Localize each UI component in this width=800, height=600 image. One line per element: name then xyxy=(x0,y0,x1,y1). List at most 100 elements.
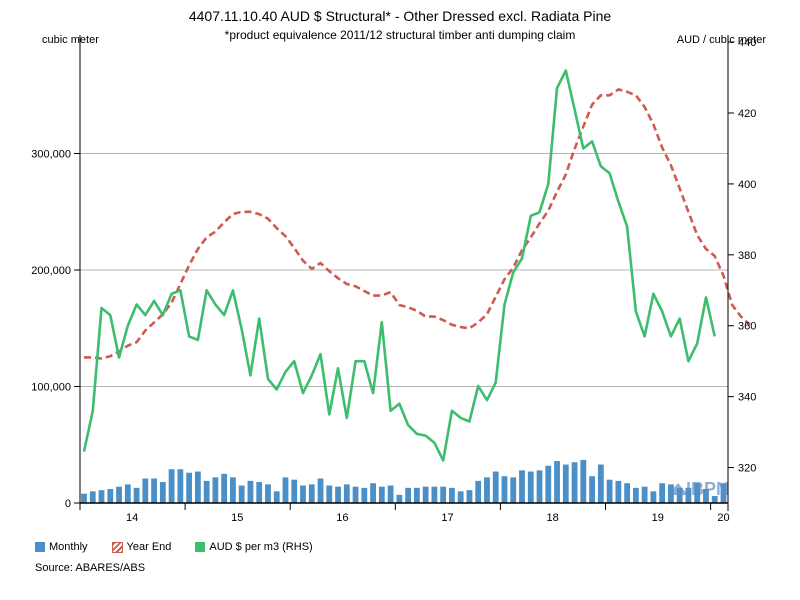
y-tick-label-left: 300,000 xyxy=(31,149,71,161)
year-end-line xyxy=(84,88,751,360)
monthly-bar xyxy=(554,461,560,503)
monthly-bar xyxy=(492,471,499,503)
legend-item-aud[interactable]: AUD $ per m3 (RHS) xyxy=(195,541,313,553)
monthly-bar xyxy=(457,491,464,503)
y-tick-label-right: 440 xyxy=(738,37,756,49)
monthly-bar xyxy=(536,470,543,503)
x-tick-label: 16 xyxy=(336,512,348,524)
monthly-bar xyxy=(387,485,394,503)
monthly-bar xyxy=(116,486,122,503)
x-tick-label: 20 xyxy=(717,512,729,524)
y-axis-label-right: AUD / cubic meter xyxy=(677,34,767,46)
monthly-bar xyxy=(580,459,587,503)
monthly-bar xyxy=(343,484,350,503)
series-lines xyxy=(82,69,751,462)
monthly-bar xyxy=(396,494,403,503)
monthly-bar xyxy=(641,486,648,503)
monthly-bar xyxy=(413,487,420,503)
legend-label-aud: AUD $ per m3 (RHS) xyxy=(209,541,313,553)
monthly-bar xyxy=(606,479,613,503)
monthly-bar xyxy=(151,478,157,503)
monthly-bar xyxy=(291,479,298,503)
monthly-bar xyxy=(703,489,709,503)
monthly-bar xyxy=(186,472,193,503)
monthly-bar xyxy=(335,486,341,503)
y-tick-label-right: 340 xyxy=(738,392,756,404)
y-tick-label-right: 400 xyxy=(738,179,756,191)
monthly-bar xyxy=(484,477,490,503)
monthly-bar xyxy=(562,464,569,503)
monthly-bar xyxy=(177,469,184,503)
watermark-text: IBPN xyxy=(686,479,729,499)
monthly-bar xyxy=(589,476,595,503)
monthly-bar xyxy=(300,485,306,503)
monthly-bar xyxy=(405,487,412,503)
monthly-bar xyxy=(159,482,166,503)
monthly-bar xyxy=(89,491,96,503)
monthly-bar xyxy=(501,476,508,503)
monthly-bar xyxy=(212,477,219,503)
monthly-bar xyxy=(370,483,376,503)
monthly-bar xyxy=(230,477,236,503)
monthly-bar xyxy=(624,483,631,503)
legend: Monthly Year End AUD $ per m3 (RHS) xyxy=(35,541,337,553)
monthly-bar xyxy=(361,487,368,503)
y-tick-label-left: 200,000 xyxy=(31,265,71,277)
monthly-swatch-icon xyxy=(35,542,45,552)
chart-title: 4407.11.10.40 AUD $ Structural* - Other … xyxy=(189,8,612,24)
monthly-bar xyxy=(142,478,149,503)
monthly-bars xyxy=(81,459,727,503)
monthly-bar xyxy=(449,487,455,503)
monthly-bar xyxy=(571,462,578,503)
y-tick-label-right: 380 xyxy=(738,250,756,262)
monthly-bar xyxy=(711,496,718,503)
monthly-bar xyxy=(352,486,359,503)
monthly-bar xyxy=(133,487,140,503)
monthly-bar xyxy=(510,477,517,503)
monthly-bar xyxy=(650,491,657,503)
monthly-bar xyxy=(238,485,245,503)
monthly-bar xyxy=(527,471,534,503)
y-tick-label-right: 320 xyxy=(738,463,756,475)
monthly-bar xyxy=(308,484,315,503)
monthly-bar xyxy=(440,486,447,503)
x-tick-label: 15 xyxy=(231,512,243,524)
monthly-bar xyxy=(422,486,429,503)
monthly-bar xyxy=(98,490,105,503)
y-tick-label-right: 360 xyxy=(738,321,756,333)
monthly-bar xyxy=(221,473,228,503)
monthly-bar xyxy=(81,493,87,503)
monthly-bar xyxy=(545,465,552,503)
x-tick-label: 18 xyxy=(547,512,559,524)
monthly-bar xyxy=(466,490,473,503)
year-end-swatch-icon xyxy=(111,541,123,553)
monthly-bar xyxy=(378,486,385,503)
watermark-logo: IBPN xyxy=(668,479,729,499)
legend-item-year-end[interactable]: Year End xyxy=(111,541,172,553)
monthly-bar xyxy=(273,491,280,503)
y-tick-label-left: 0 xyxy=(65,498,71,510)
monthly-bar xyxy=(256,482,263,503)
aud-price-line xyxy=(82,69,716,462)
monthly-bar xyxy=(694,483,701,503)
monthly-bar xyxy=(615,480,622,503)
legend-label-year-end: Year End xyxy=(126,541,172,553)
monthly-bar xyxy=(168,469,175,503)
monthly-bar xyxy=(265,484,271,503)
legend-label-monthly: Monthly xyxy=(49,541,88,553)
watermark-mountain-icon xyxy=(668,483,688,495)
monthly-bar xyxy=(475,480,482,503)
monthly-bar xyxy=(124,484,131,503)
source-note: Source: ABARES/ABS xyxy=(35,562,146,574)
monthly-bar xyxy=(431,486,438,503)
monthly-bar xyxy=(317,478,324,503)
monthly-bar xyxy=(282,477,289,503)
x-tick-label: 17 xyxy=(441,512,453,524)
y-tick-label-left: 100,000 xyxy=(31,382,71,394)
monthly-bar xyxy=(632,487,639,503)
monthly-bar xyxy=(720,483,727,503)
monthly-bar xyxy=(659,483,666,503)
legend-item-monthly[interactable]: Monthly xyxy=(35,541,88,553)
monthly-bar xyxy=(597,464,604,503)
